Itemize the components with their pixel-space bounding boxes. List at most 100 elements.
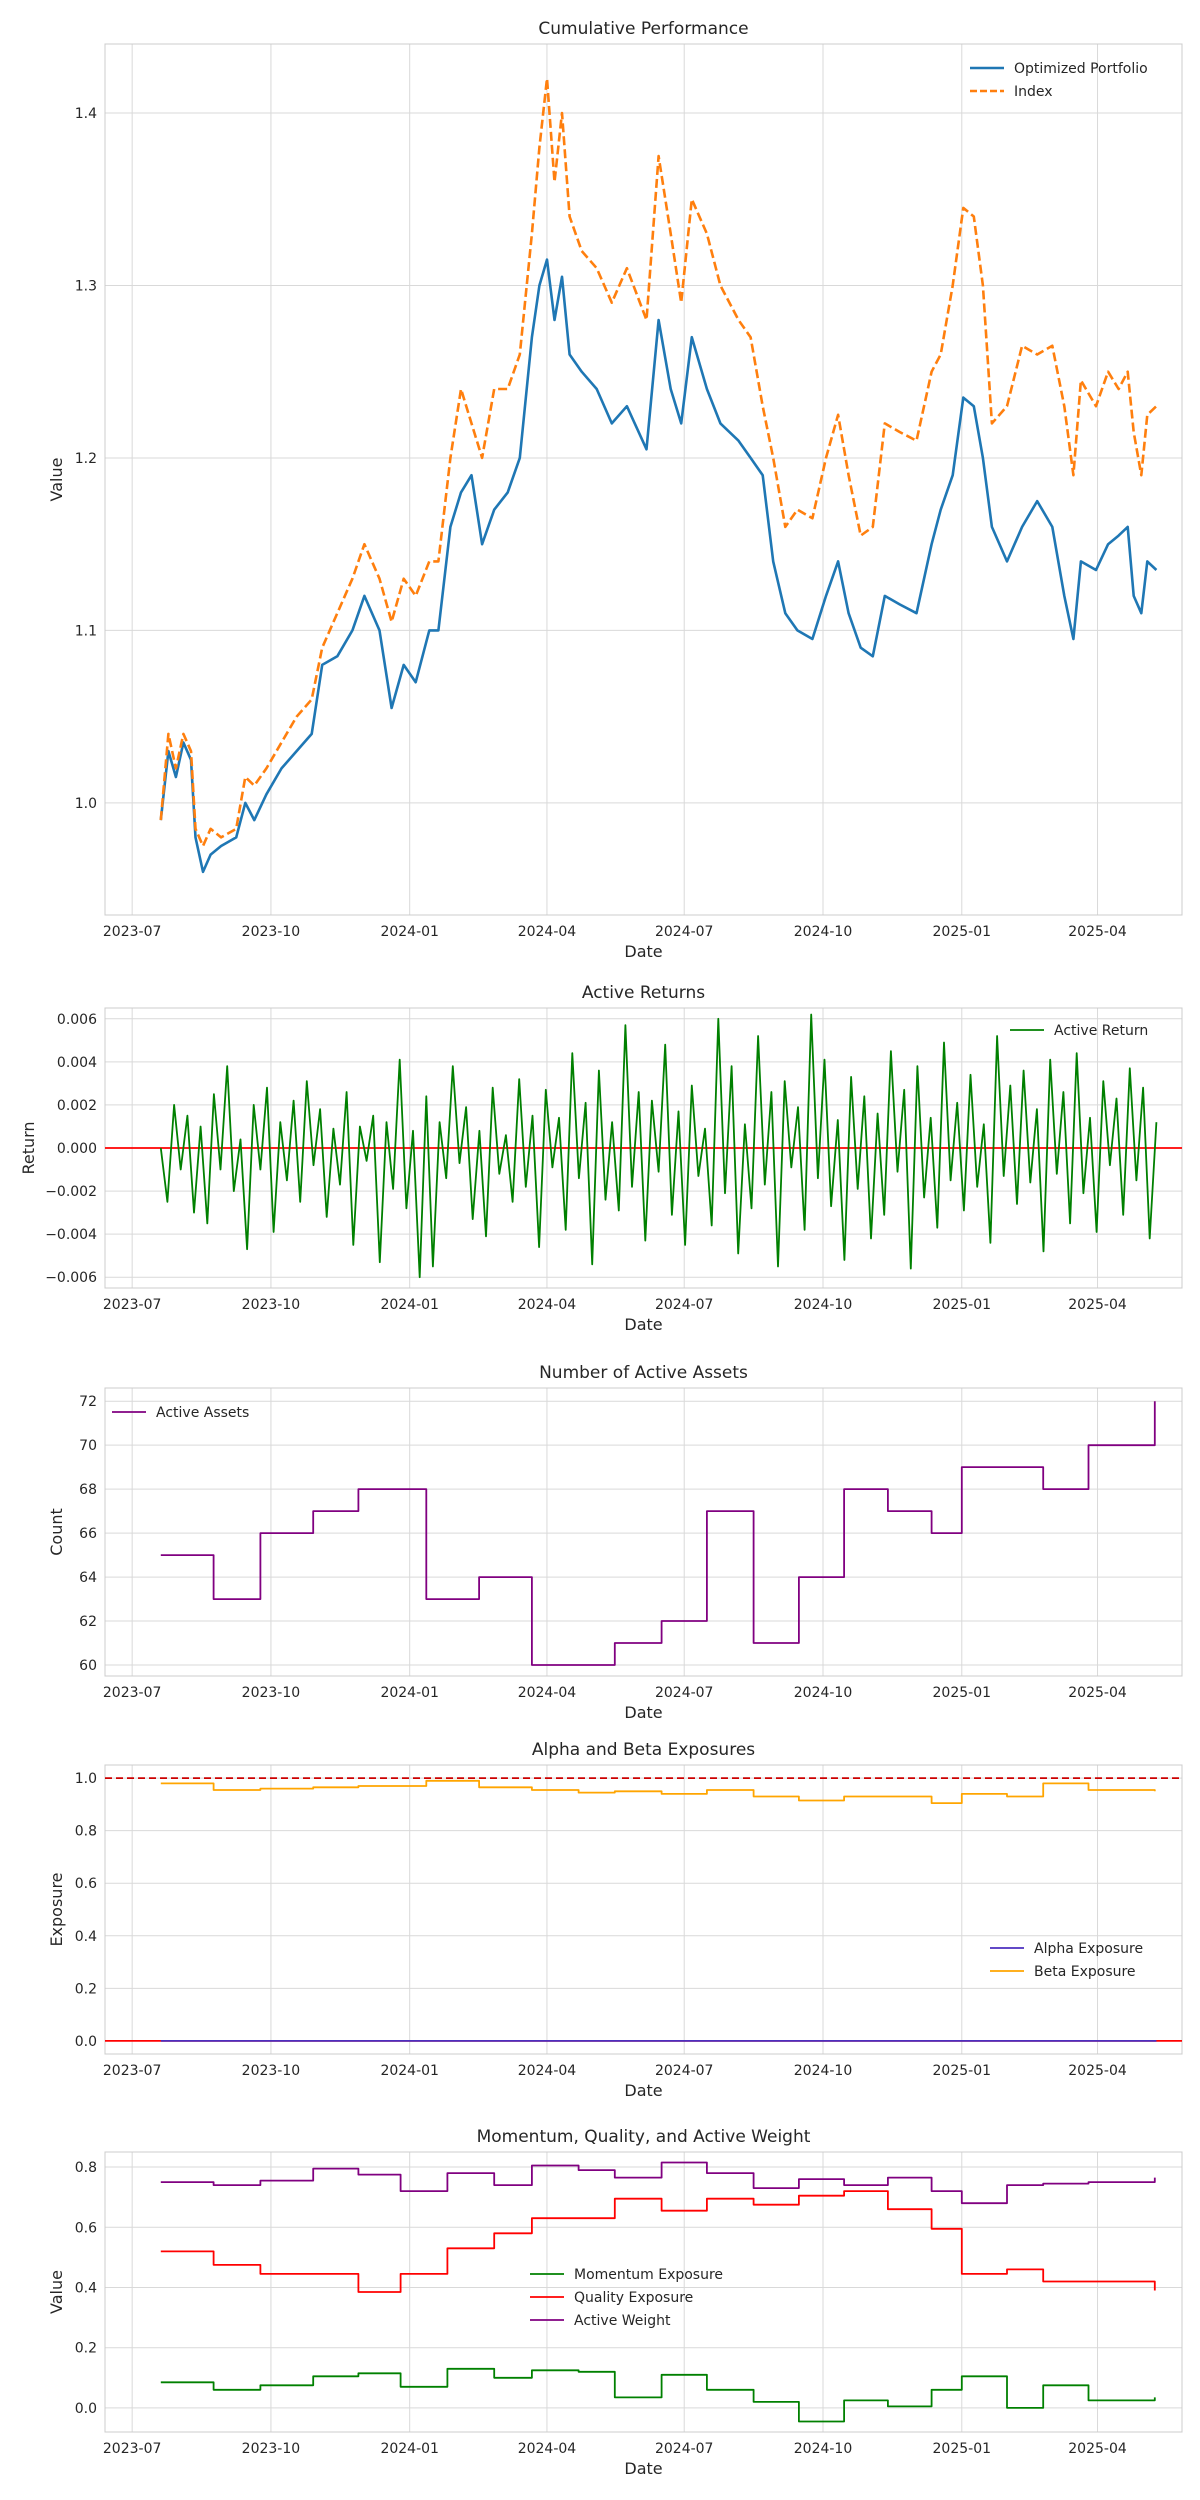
legend-label: Active Assets: [156, 1405, 249, 1421]
legend: Active Return: [1010, 1023, 1148, 1039]
y-tick-label: 72: [79, 1394, 97, 1410]
legend: Optimized Portfolio Index: [970, 61, 1148, 100]
y-tick-label: 1.3: [75, 278, 97, 294]
x-tick-label: 2023-07: [103, 2063, 162, 2079]
series-line-beta-exposure: [160, 1779, 1156, 1804]
x-tick-label: 2024-10: [794, 1685, 853, 1701]
series-line-optimized-portfolio: [159, 258, 1158, 874]
y-axis-label: Exposure: [47, 1872, 66, 1946]
legend-label: Index: [1014, 84, 1053, 100]
y-tick-label: 60: [79, 1658, 97, 1674]
series-line-momentum-exposure: [160, 2367, 1156, 2423]
x-tick-label: 2023-07: [103, 2441, 162, 2457]
chart-panel-1: 2023-07 2023-10 2024-01 2024-04 2024-07 2024-…: [47, 19, 1183, 961]
legend-label: Optimized Portfolio: [1014, 61, 1148, 77]
x-tick-label: 2025-01: [933, 1685, 992, 1701]
y-tick-label: 0.8: [75, 2160, 97, 2176]
chart-title: Alpha and Beta Exposures: [532, 1740, 755, 1760]
series-line-index: [159, 77, 1158, 848]
y-tick-label: 1.1: [75, 623, 97, 639]
y-tick-label: 62: [79, 1614, 97, 1630]
y-tick-label: 0.006: [57, 1012, 97, 1028]
plot-frame: [104, 1764, 1183, 2055]
x-tick-label: 2024-10: [794, 2441, 853, 2457]
x-tick-label: 2023-10: [242, 924, 301, 940]
x-tick-label: 2023-07: [103, 924, 162, 940]
y-axis-label: Value: [47, 458, 66, 502]
x-tick-label: 2024-07: [655, 1685, 714, 1701]
x-tick-label: 2024-04: [518, 1685, 577, 1701]
y-tick-label: 0.2: [75, 2341, 97, 2357]
series-line-active-weight: [160, 2161, 1156, 2205]
plot-area: [105, 1765, 1182, 2054]
y-axis-label: Return: [19, 1121, 38, 1174]
y-tick-label: 0.0: [75, 2034, 97, 2050]
x-tick-label: 2025-01: [933, 2441, 992, 2457]
plot-area: [105, 44, 1182, 915]
x-tick-label: 2023-10: [242, 1297, 301, 1313]
x-tick-label: 2024-01: [380, 1297, 439, 1313]
legend: Alpha Exposure Beta Exposure: [990, 1941, 1143, 1980]
legend: Active Assets: [112, 1405, 249, 1421]
x-tick-label: 2024-04: [518, 924, 577, 940]
x-tick-label: 2024-04: [518, 1297, 577, 1313]
legend-label: Quality Exposure: [574, 2290, 693, 2306]
y-tick-label: 0.4: [75, 2280, 97, 2296]
x-axis-label: Date: [624, 942, 662, 961]
plot-frame: [104, 1387, 1183, 1677]
x-tick-label: 2024-07: [655, 1297, 714, 1313]
x-tick-label: 2025-04: [1068, 1685, 1127, 1701]
x-tick-label: 2025-04: [1068, 2441, 1127, 2457]
chart-title: Momentum, Quality, and Active Weight: [477, 2127, 811, 2147]
chart-panel-3: 2023-07 2023-10 2024-01 2024-04 2024-07 2024-…: [47, 1363, 1183, 1722]
chart-title: Number of Active Assets: [539, 1363, 748, 1383]
y-tick-label: 1.0: [75, 796, 97, 812]
chart-panel-4: 2023-07 2023-10 2024-01 2024-04 2024-07 2024-…: [47, 1740, 1183, 2100]
plot-frame: [104, 2151, 1183, 2433]
x-tick-label: 2025-01: [933, 924, 992, 940]
x-tick-label: 2024-01: [380, 2441, 439, 2457]
y-tick-label: 64: [79, 1570, 97, 1586]
x-axis-label: Date: [624, 2459, 662, 2478]
x-tick-label: 2023-07: [103, 1297, 162, 1313]
y-tick-label: 0.002: [57, 1098, 97, 1114]
series-line-active-return: [159, 1013, 1158, 1279]
y-tick-label: 0.8: [75, 1824, 97, 1840]
x-tick-label: 2024-07: [655, 2063, 714, 2079]
x-tick-label: 2025-01: [933, 1297, 992, 1313]
x-tick-label: 2025-04: [1068, 1297, 1127, 1313]
x-tick-label: 2025-04: [1068, 924, 1127, 940]
y-tick-label: 0.4: [75, 1929, 97, 1945]
x-tick-label: 2024-10: [794, 924, 853, 940]
plot-area: [105, 1388, 1182, 1676]
y-tick-label: −0.002: [45, 1184, 97, 1200]
x-tick-label: 2024-07: [655, 924, 714, 940]
y-tick-label: 68: [79, 1482, 97, 1498]
legend-label: Beta Exposure: [1034, 1964, 1136, 1980]
legend-label: Active Return: [1054, 1023, 1148, 1039]
x-tick-label: 2023-07: [103, 1685, 162, 1701]
x-tick-label: 2024-07: [655, 2441, 714, 2457]
x-axis-label: Date: [624, 2081, 662, 2100]
x-axis-label: Date: [624, 1315, 662, 1334]
x-tick-label: 2025-04: [1068, 2063, 1127, 2079]
legend-label: Active Weight: [574, 2313, 671, 2329]
x-tick-label: 2024-04: [518, 2441, 577, 2457]
chart-panel-5: 2023-07 2023-10 2024-01 2024-04 2024-07 2024-…: [47, 2127, 1183, 2478]
x-tick-label: 2024-10: [794, 1297, 853, 1313]
y-tick-label: 1.0: [75, 1771, 97, 1787]
x-axis-label: Date: [624, 1703, 662, 1722]
x-tick-label: 2023-10: [242, 2063, 301, 2079]
legend-label: Momentum Exposure: [574, 2267, 723, 2283]
y-tick-label: 1.2: [75, 451, 97, 467]
y-tick-label: 0.6: [75, 1876, 97, 1892]
series-line-active-assets: [160, 1401, 1156, 1666]
x-tick-label: 2024-04: [518, 2063, 577, 2079]
x-tick-label: 2025-01: [933, 2063, 992, 2079]
y-axis-label: Count: [47, 1508, 66, 1556]
x-tick-label: 2024-01: [380, 924, 439, 940]
x-tick-label: 2024-01: [380, 2063, 439, 2079]
legend: Momentum Exposure Quality Exposure Active …: [530, 2267, 723, 2329]
y-tick-label: −0.006: [45, 1270, 97, 1286]
